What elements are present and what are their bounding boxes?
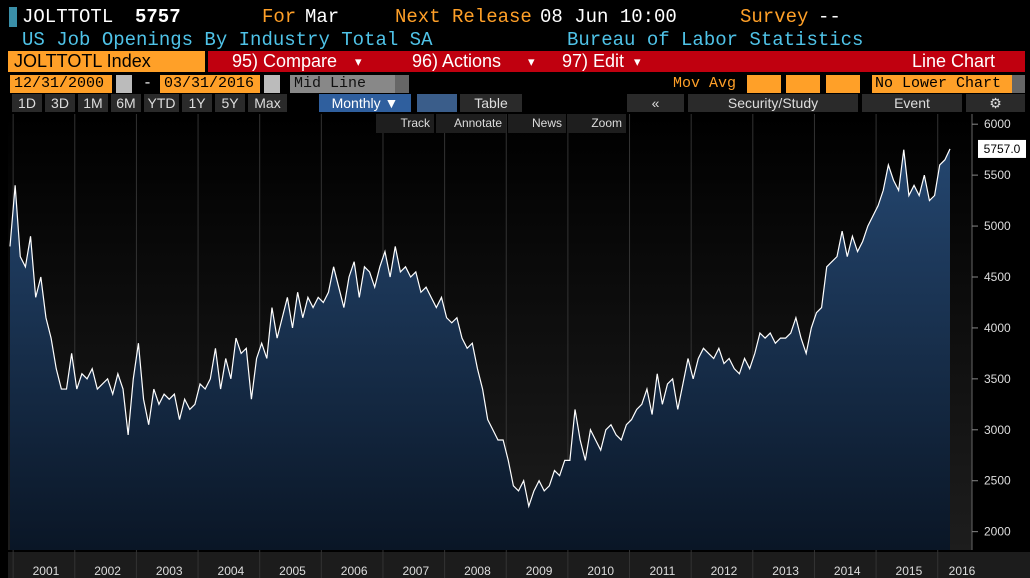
dropdown-arrow: ▾ xyxy=(355,54,362,69)
y-tick-label: 3500 xyxy=(984,372,1011,386)
ticker: JOLTTOTL xyxy=(22,6,114,28)
last-price-tag xyxy=(978,139,1026,158)
end-date-text: 03/31/2016 xyxy=(164,75,255,92)
settings-text: ⚙ xyxy=(989,95,1002,111)
period-button[interactable]: Max xyxy=(248,94,287,112)
chart-tool[interactable]: Annotate xyxy=(436,114,506,133)
dropdown-arrow: ▾ xyxy=(528,54,535,69)
study-text: Security/Study xyxy=(727,95,819,111)
end-date[interactable]: 03/31/2016 xyxy=(160,75,260,93)
x-tick-label: 2005 xyxy=(279,564,306,578)
x-tick-label: 2006 xyxy=(341,564,368,578)
study-button[interactable]: Security/Study xyxy=(688,94,858,112)
x-tick-label: 2001 xyxy=(33,564,60,578)
x-tick-label: 2008 xyxy=(464,564,491,578)
survey-label: Survey xyxy=(740,6,809,28)
for-label: For xyxy=(262,6,297,28)
x-tick-label: 2007 xyxy=(402,564,429,578)
x-tick-label: 2004 xyxy=(218,564,245,578)
last-price-label: 5757.0 xyxy=(984,142,1021,156)
actions-button[interactable]: 96) Actions xyxy=(412,51,502,71)
next-release-label: Next Release xyxy=(395,6,532,28)
x-tick-label: 2010 xyxy=(587,564,614,578)
chart-type[interactable]: Line Chart xyxy=(912,51,996,71)
x-tick-label: 2003 xyxy=(156,564,183,578)
lower-chart-arrow[interactable] xyxy=(1012,75,1025,93)
calendar-icon[interactable] xyxy=(264,75,280,93)
mov-avg-label: Mov Avg xyxy=(673,75,737,92)
table-button[interactable]: Table xyxy=(460,94,522,112)
y-tick-label: 5000 xyxy=(984,219,1011,233)
x-tick-label: 2002 xyxy=(94,564,121,578)
lower-chart-text: No Lower Chart xyxy=(875,75,1002,92)
period-button[interactable]: 3D xyxy=(45,94,75,112)
y-tick-label: 4500 xyxy=(984,270,1011,284)
x-tick-label: 2012 xyxy=(711,564,738,578)
x-tick-label: 2011 xyxy=(649,564,675,578)
calendar-icon[interactable] xyxy=(116,75,132,93)
compare-button[interactable]: 95) Compare xyxy=(232,51,338,71)
back-text: « xyxy=(651,95,660,111)
chart: 2000 2500 3000 3500 4000 4500 5000 5500 6000 2001… xyxy=(8,114,1030,578)
period-button[interactable]: 5Y xyxy=(215,94,245,112)
y-tick-label: 3000 xyxy=(984,423,1011,437)
mov-avg-field[interactable] xyxy=(826,75,860,93)
description: US Job Openings By Industry Total SA xyxy=(22,29,433,51)
start-date[interactable]: 12/31/2000 xyxy=(10,75,112,93)
line xyxy=(9,148,951,509)
x-tick-label: 2009 xyxy=(526,564,553,578)
dropdown-arrow: ▾ xyxy=(634,54,641,69)
frequency-select[interactable]: Monthly ▼ xyxy=(319,94,411,112)
lower-chart-select[interactable]: No Lower Chart xyxy=(872,75,1012,93)
x-tick-label: 2015 xyxy=(896,564,923,578)
chart-tool[interactable]: Track xyxy=(376,114,434,133)
date-dash: - xyxy=(143,75,153,92)
line-view-button[interactable] xyxy=(417,94,457,112)
x-tick-label: 2016 xyxy=(949,564,976,578)
period-button[interactable]: 1M xyxy=(78,94,108,112)
mode-arrow[interactable] xyxy=(395,75,409,93)
survey-value: -- xyxy=(818,6,841,28)
menu-bar xyxy=(208,51,1025,72)
period-button[interactable]: 6M xyxy=(111,94,141,112)
x-axis-band xyxy=(8,552,1030,578)
chart-tool[interactable]: Zoom xyxy=(568,114,626,133)
event-text: Event xyxy=(894,95,930,111)
event-button[interactable]: Event xyxy=(862,94,962,112)
y-tick-label: 4000 xyxy=(984,321,1011,335)
last-price: 5757 xyxy=(135,6,181,28)
period-button[interactable]: 1Y xyxy=(182,94,212,112)
y-tick-label: 5500 xyxy=(984,168,1011,182)
mode-select[interactable]: Mid Line xyxy=(290,75,395,93)
for-value: Mar xyxy=(305,6,340,28)
x-tick-label: 2013 xyxy=(772,564,799,578)
security-marker xyxy=(9,7,17,27)
settings-button[interactable]: ⚙ xyxy=(966,94,1025,112)
start-date-text: 12/31/2000 xyxy=(14,75,105,92)
y-tick-label: 2000 xyxy=(984,525,1011,539)
mode-text: Mid Line xyxy=(294,75,367,92)
source: Bureau of Labor Statistics xyxy=(567,29,864,51)
mov-avg-field[interactable] xyxy=(747,75,781,93)
period-button[interactable]: 1D xyxy=(12,94,42,112)
chart-tool[interactable]: News xyxy=(508,114,566,133)
back-button[interactable]: « xyxy=(627,94,684,112)
mov-avg-field[interactable] xyxy=(786,75,820,93)
y-tick-label: 2500 xyxy=(984,474,1011,488)
table-text: Table xyxy=(474,95,508,111)
frequency-text: Monthly ▼ xyxy=(331,95,399,111)
y-tick-label: 6000 xyxy=(984,117,1011,131)
edit-button[interactable]: 97) Edit xyxy=(562,51,625,71)
x-tick-label: 2014 xyxy=(834,564,861,578)
security-text: JOLTTOTL Index xyxy=(14,51,151,71)
area-fill xyxy=(10,148,950,550)
next-release-value: 08 Jun 10:00 xyxy=(540,6,677,28)
security-field[interactable]: JOLTTOTL Index xyxy=(8,51,205,72)
period-button[interactable]: YTD xyxy=(144,94,179,112)
